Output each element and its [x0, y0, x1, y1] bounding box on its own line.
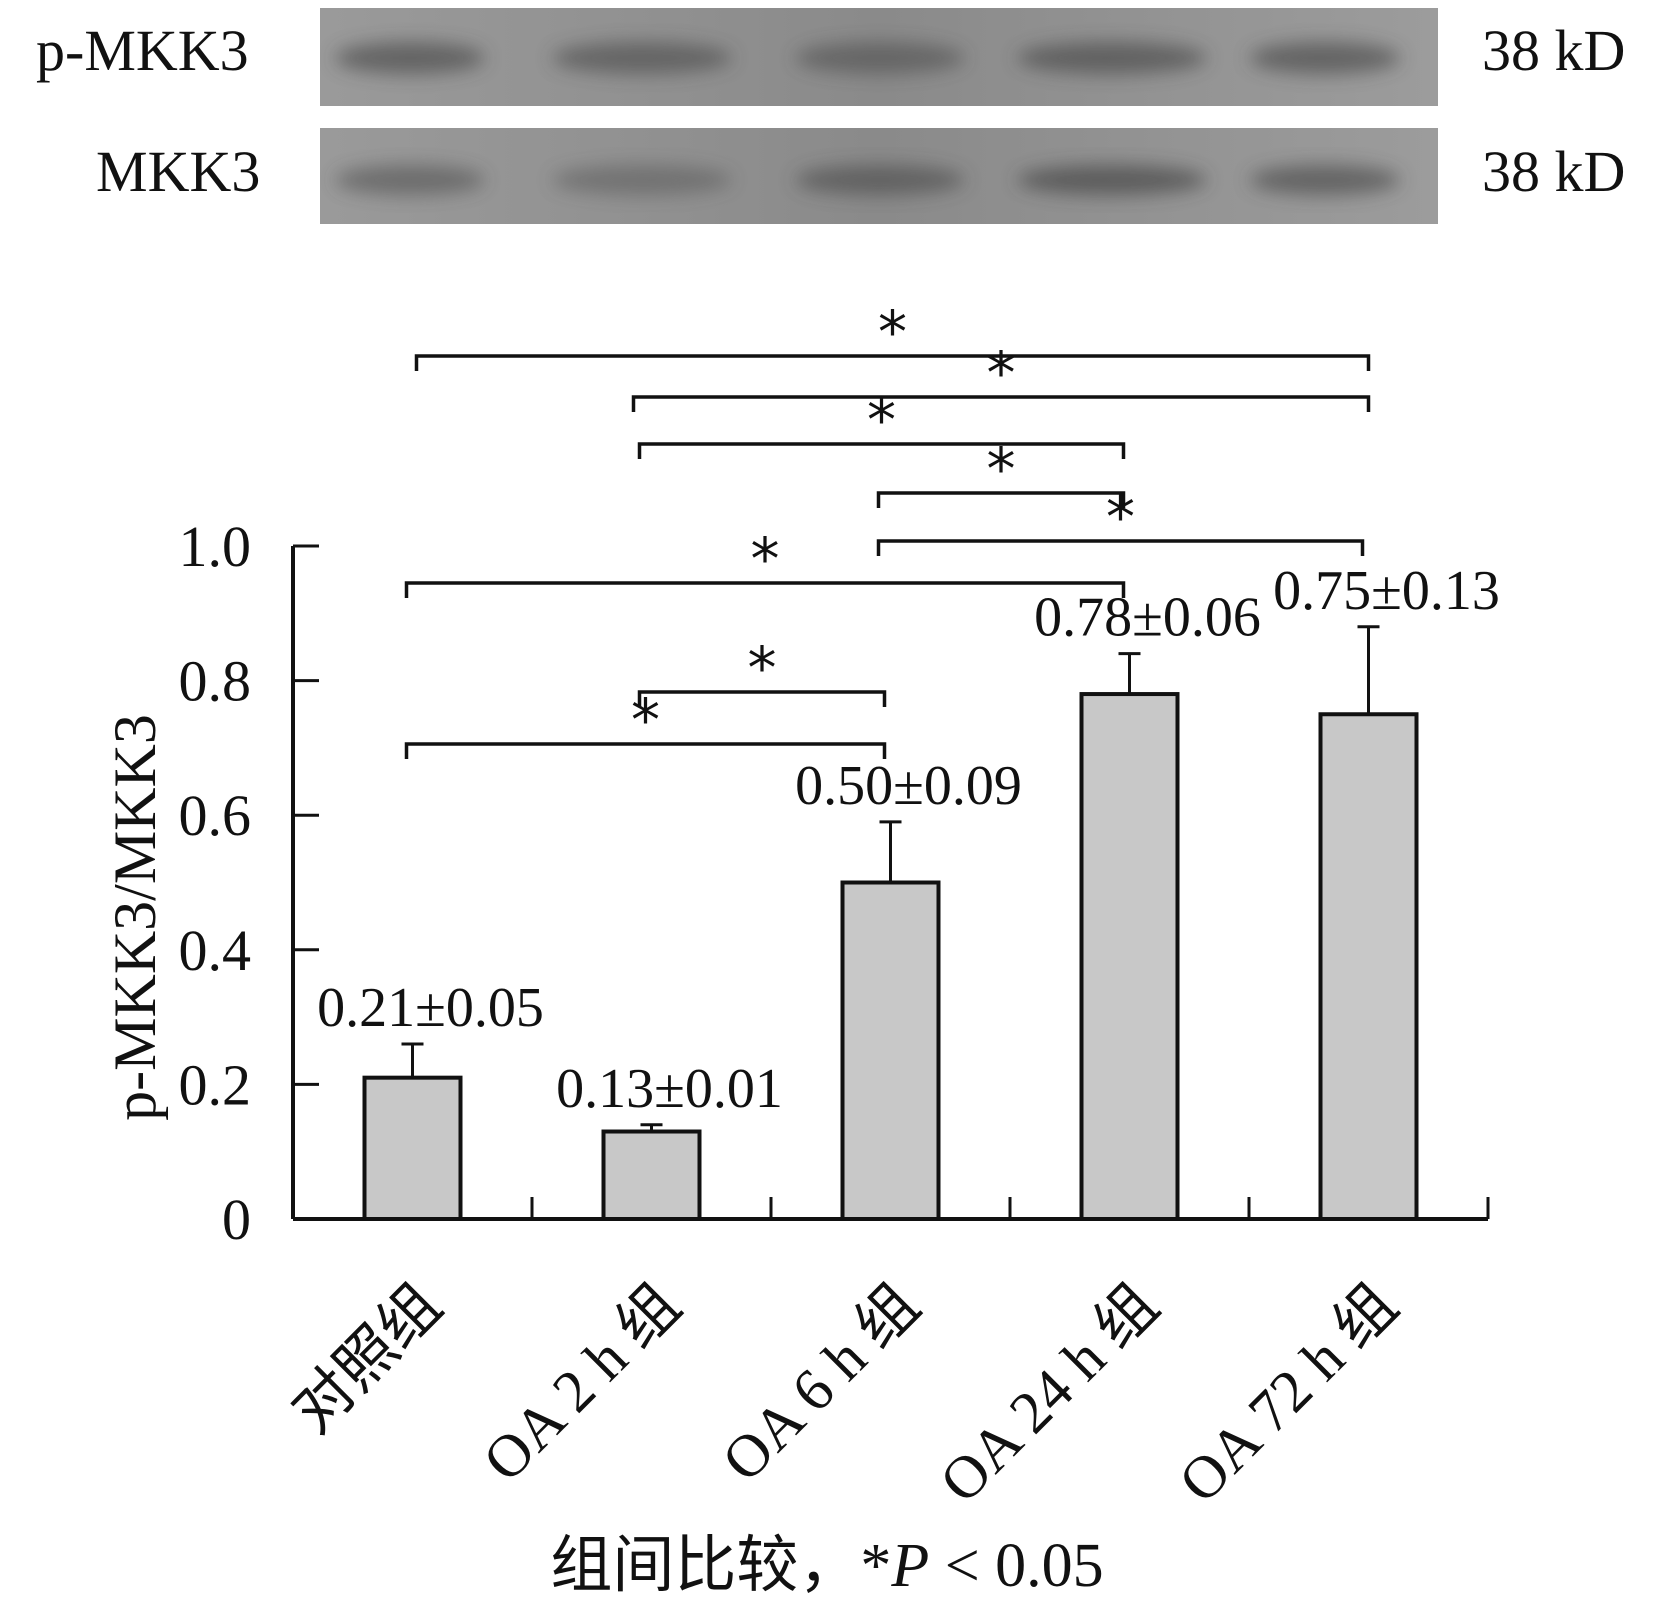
significance-bracket: [876, 539, 1365, 556]
blot-row-label-2: MKK3: [96, 139, 261, 204]
x-tick-label: OA 24 h 组: [927, 1272, 1170, 1515]
x-axis-title-prefix: 组间比较，*: [550, 1532, 891, 1600]
significance-bracket: [414, 354, 1371, 371]
blot-strip-2: [320, 128, 1438, 224]
blot-band: [335, 42, 485, 74]
y-tick-label: 0.2: [179, 1052, 252, 1117]
blot-band: [552, 42, 732, 74]
significance-star: *: [631, 686, 660, 754]
significance-bracket: [637, 442, 1126, 459]
significance-bracket: [631, 395, 1371, 412]
bars: [362, 625, 1419, 1222]
x-axis-title-italic: P: [890, 1532, 929, 1600]
blot-row-label-1: p-MKK3: [36, 18, 249, 83]
bar: [840, 880, 941, 1221]
significance-star: *: [751, 525, 780, 593]
blot-image-2: [320, 128, 1438, 224]
y-tick-label: 0: [222, 1187, 251, 1252]
significance-star: *: [867, 386, 896, 454]
blot-band: [335, 165, 485, 195]
bar: [1318, 712, 1419, 1221]
blot-size-label-2: 38 kD: [1482, 139, 1626, 204]
significance-bracket: [637, 690, 887, 707]
significance-star: *: [987, 339, 1016, 407]
significance-star: *: [1106, 483, 1135, 551]
x-axis-title-suffix: < 0.05: [929, 1532, 1103, 1600]
significance-bracket: [404, 581, 1126, 598]
data-label: 0.13±0.01: [556, 1058, 783, 1120]
significance-bracket: [876, 491, 1126, 508]
blot-band: [1017, 42, 1207, 74]
x-tick-label: OA 72 h 组: [1166, 1272, 1409, 1515]
bar: [1079, 692, 1180, 1221]
significance-bracket: [404, 742, 887, 759]
data-label: 0.21±0.05: [317, 977, 544, 1039]
x-tick-label: OA 2 h 组: [470, 1272, 692, 1494]
y-tick-label: 0.6: [179, 783, 252, 848]
significance-star: *: [748, 634, 777, 702]
bar: [601, 1129, 702, 1222]
blot-band: [795, 165, 965, 195]
y-tick-label: 1.0: [179, 514, 252, 579]
blot-strip-1: [320, 8, 1438, 106]
blot-band: [1250, 165, 1400, 195]
y-tick-label: 0.4: [179, 918, 252, 983]
data-label: 0.75±0.13: [1273, 560, 1500, 622]
blot-image-1: [320, 8, 1438, 106]
x-axis-title: 组间比较，*P < 0.05: [550, 1532, 1103, 1600]
axes: [291, 544, 1490, 1221]
blot-band: [795, 42, 965, 74]
data-label: 0.78±0.06: [1034, 587, 1261, 649]
blot-band: [1017, 165, 1207, 195]
data-label: 0.50±0.09: [795, 755, 1022, 817]
blot-size-label-1: 38 kD: [1482, 18, 1626, 83]
x-tick-label: OA 6 h 组: [709, 1272, 931, 1494]
x-tick-label: 对照组: [280, 1272, 454, 1446]
blot-band: [552, 165, 732, 195]
significance-star: *: [987, 435, 1016, 503]
y-tick-label: 0.8: [179, 649, 252, 714]
labels: 0.21±0.050.13±0.01 0.50±0.09 0.78±0.06 0.75…: [102, 514, 1500, 1600]
bar: [362, 1075, 463, 1222]
blot-band: [1250, 42, 1400, 74]
significance-brackets: * * * * * * * *: [404, 298, 1371, 759]
significance-star: *: [878, 298, 907, 366]
y-axis-title: p-MKK3/MKK3: [102, 714, 168, 1121]
